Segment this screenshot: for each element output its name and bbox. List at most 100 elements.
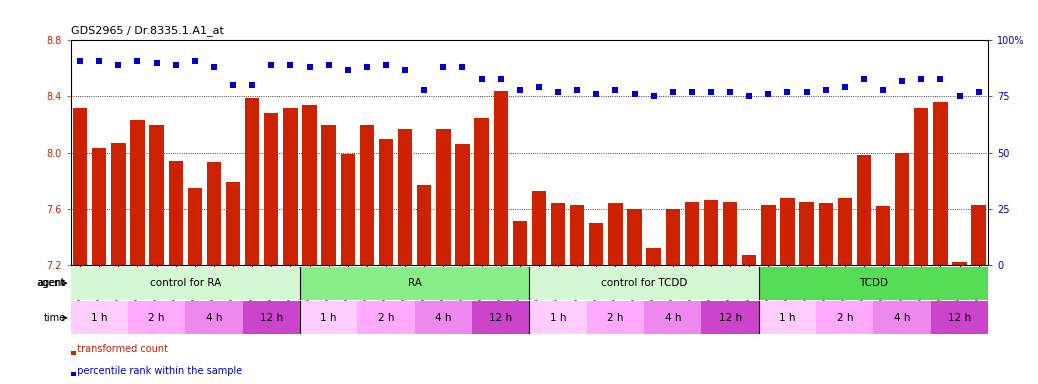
Bar xyxy=(92,149,107,265)
Point xyxy=(397,66,413,73)
Bar xyxy=(226,182,240,265)
Point xyxy=(282,62,299,68)
Point xyxy=(971,89,987,95)
Bar xyxy=(398,129,412,265)
Bar xyxy=(838,197,852,265)
Point xyxy=(703,89,719,95)
Bar xyxy=(759,267,988,300)
Bar xyxy=(128,301,185,334)
Bar xyxy=(340,154,355,265)
Bar xyxy=(704,200,718,265)
Bar xyxy=(322,124,336,265)
Point xyxy=(206,64,222,70)
Bar xyxy=(816,301,873,334)
Bar xyxy=(644,301,702,334)
Text: 12 h: 12 h xyxy=(718,313,742,323)
Point xyxy=(760,91,776,97)
Point xyxy=(512,87,528,93)
Bar xyxy=(414,301,472,334)
Point xyxy=(951,93,967,99)
Point xyxy=(378,62,394,68)
Bar xyxy=(914,108,928,265)
Bar xyxy=(529,301,586,334)
Point xyxy=(148,60,165,66)
Bar xyxy=(188,188,202,265)
Text: GDS2965 / Dr.8335.1.A1_at: GDS2965 / Dr.8335.1.A1_at xyxy=(71,26,223,36)
Point xyxy=(91,58,108,64)
Bar xyxy=(759,301,816,334)
Bar xyxy=(781,197,795,265)
Bar xyxy=(551,203,566,265)
Bar xyxy=(933,102,948,265)
Bar xyxy=(722,202,737,265)
Text: 2 h: 2 h xyxy=(148,313,165,323)
Text: agent: agent xyxy=(37,278,65,288)
Bar xyxy=(513,222,527,265)
Bar xyxy=(873,301,931,334)
Bar xyxy=(243,301,300,334)
Point xyxy=(646,93,662,99)
Bar xyxy=(972,205,986,265)
Point xyxy=(855,75,872,81)
Text: RA: RA xyxy=(408,278,421,288)
Bar xyxy=(357,301,414,334)
Point xyxy=(780,89,796,95)
Bar xyxy=(207,162,221,265)
Bar xyxy=(665,209,680,265)
Bar xyxy=(436,129,450,265)
Bar xyxy=(131,120,144,265)
Point xyxy=(626,91,643,97)
Bar xyxy=(283,108,298,265)
Bar xyxy=(702,301,759,334)
Bar xyxy=(531,190,546,265)
Bar xyxy=(71,301,128,334)
Text: 1 h: 1 h xyxy=(550,313,567,323)
Bar xyxy=(761,205,775,265)
Bar xyxy=(417,185,432,265)
Text: 2 h: 2 h xyxy=(837,313,853,323)
Bar xyxy=(819,203,832,265)
Point xyxy=(321,62,337,68)
Point xyxy=(721,89,738,95)
Point xyxy=(301,64,318,70)
Bar xyxy=(245,98,260,265)
Point xyxy=(550,89,567,95)
Point xyxy=(684,89,701,95)
Bar xyxy=(856,156,871,265)
Text: 4 h: 4 h xyxy=(435,313,452,323)
Text: TCDD: TCDD xyxy=(859,278,887,288)
Bar xyxy=(149,124,164,265)
Point xyxy=(187,58,203,64)
Bar xyxy=(474,118,489,265)
Text: control for RA: control for RA xyxy=(149,278,221,288)
Point xyxy=(72,58,88,64)
Point xyxy=(607,87,624,93)
Text: 1 h: 1 h xyxy=(321,313,337,323)
Bar xyxy=(799,202,814,265)
Point xyxy=(817,87,834,93)
Text: 12 h: 12 h xyxy=(260,313,283,323)
Point xyxy=(110,62,127,68)
Text: agent: agent xyxy=(36,278,64,288)
Point xyxy=(798,89,815,95)
Bar xyxy=(952,262,966,265)
Bar xyxy=(379,139,393,265)
Point xyxy=(894,78,910,84)
Text: 2 h: 2 h xyxy=(378,313,394,323)
Text: transformed count: transformed count xyxy=(71,344,167,354)
Point xyxy=(416,87,433,93)
Bar xyxy=(360,124,374,265)
Point xyxy=(339,66,356,73)
Bar xyxy=(570,205,584,265)
Bar xyxy=(931,301,988,334)
Bar xyxy=(264,113,278,265)
Text: 12 h: 12 h xyxy=(948,313,972,323)
Point xyxy=(837,84,853,91)
Bar xyxy=(647,248,661,265)
Point xyxy=(664,89,681,95)
Bar xyxy=(456,144,469,265)
Bar xyxy=(529,267,759,300)
Point xyxy=(244,82,261,88)
Bar xyxy=(590,223,603,265)
Point xyxy=(263,62,279,68)
